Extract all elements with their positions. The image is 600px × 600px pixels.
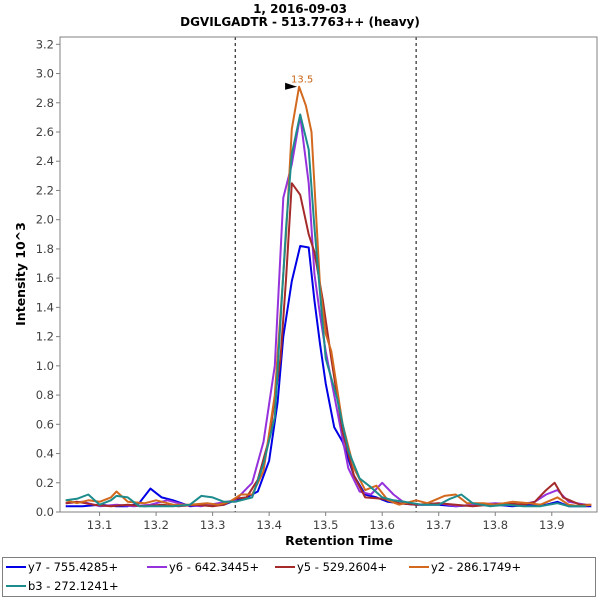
y-tick-label: 1.2 — [36, 330, 54, 344]
y-tick-label: 2.2 — [36, 183, 54, 197]
y-tick-label: 0.6 — [36, 417, 54, 431]
legend-label: y6 - 642.3445+ — [169, 560, 260, 574]
legend-item: y5 - 529.2604+ — [275, 559, 387, 575]
y-tick-label: 2.6 — [36, 125, 54, 139]
chart-title: 1, 2016-09-03 — [253, 2, 347, 16]
x-tick-label: 13.3 — [200, 518, 226, 532]
peak-marker-icon — [285, 82, 298, 90]
legend-item: b3 - 272.1241+ — [6, 578, 119, 594]
y-tick-label: 2.8 — [36, 96, 54, 110]
legend-label: y7 - 755.4285+ — [28, 560, 119, 574]
legend-label: b3 - 272.1241+ — [28, 579, 119, 593]
x-tick-label: 13.4 — [256, 518, 282, 532]
legend-item: y6 - 642.3445+ — [147, 559, 259, 575]
y-tick-label: 0.2 — [36, 476, 54, 490]
y-tick-label: 3.2 — [36, 37, 54, 51]
y-tick-label: 1.4 — [36, 300, 54, 314]
y-tick-label: 2.0 — [36, 213, 54, 227]
legend: y7 - 755.4285+ y6 - 642.3445+ y5 - 529.260… — [2, 557, 596, 597]
y-tick-label: 2.4 — [36, 154, 54, 168]
peak-label: 13.5 — [291, 75, 313, 86]
x-tick-label: 13.6 — [369, 518, 395, 532]
y-tick-label: 1.6 — [36, 271, 54, 285]
x-tick-label: 13.5 — [313, 518, 339, 532]
y-tick-label: 0.0 — [36, 505, 54, 519]
y-tick-label: 3.0 — [36, 67, 54, 81]
legend-swatch — [275, 566, 295, 568]
x-tick-label: 13.2 — [143, 518, 169, 532]
legend-item: y2 - 286.1749+ — [409, 559, 521, 575]
y-axis-label: Intensity 10^3 — [13, 222, 28, 326]
x-tick-label: 13.1 — [87, 518, 113, 532]
legend-swatch — [147, 566, 167, 568]
legend-swatch — [6, 585, 26, 587]
x-tick-label: 13.8 — [482, 518, 508, 532]
x-tick-label: 13.7 — [426, 518, 452, 532]
series-line — [65, 114, 586, 508]
legend-item: y7 - 755.4285+ — [6, 559, 118, 575]
chart-subtitle: DGVILGADTR - 513.7763++ (heavy) — [180, 15, 420, 29]
x-axis-label: Retention Time — [285, 533, 393, 548]
y-tick-label: 1.0 — [36, 359, 54, 373]
legend-label: y2 - 286.1749+ — [431, 560, 522, 574]
series-line — [65, 113, 586, 508]
y-tick-label: 0.4 — [36, 447, 54, 461]
legend-swatch — [6, 566, 26, 568]
x-tick-label: 13.9 — [539, 518, 565, 532]
legend-swatch — [409, 566, 429, 568]
series-line — [65, 245, 592, 508]
y-tick-label: 0.8 — [36, 388, 54, 402]
plot-area: 0.0 0.2 0.4 0.6 0.8 1.0 1.2 1.4 1.6 1.8 2.0 2.2 2.4 2… — [13, 36, 598, 548]
legend-label: y5 - 529.2604+ — [297, 560, 388, 574]
series-line — [65, 85, 592, 508]
plot-frame — [59, 36, 598, 513]
y-tick-label: 1.8 — [36, 242, 54, 256]
